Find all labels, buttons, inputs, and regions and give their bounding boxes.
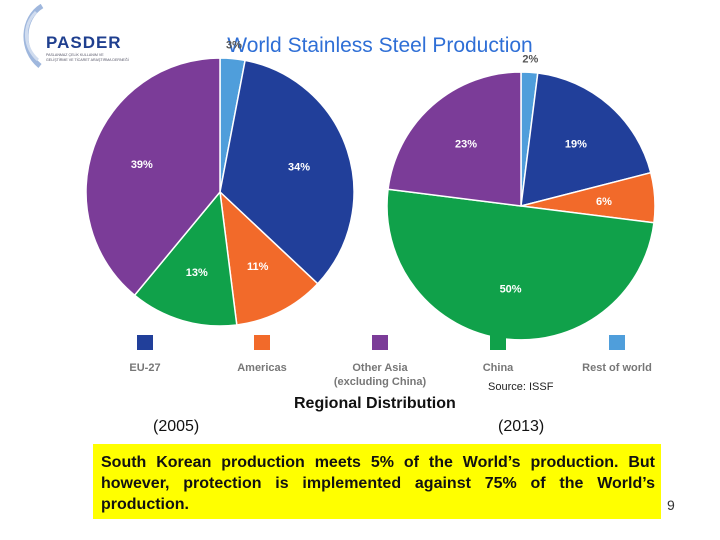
slice-label-eu-27: 19% — [565, 139, 587, 151]
page-number: 9 — [667, 497, 675, 513]
slice-label-rest-of-world: 2% — [522, 53, 538, 65]
pasder-logo: PASDER PASLANMAZ ÇELİK KULLANIM VE GELİŞ… — [14, 3, 154, 70]
page-title: World Stainless Steel Production — [227, 34, 533, 57]
year-label-2013: (2013) — [498, 418, 545, 435]
legend-swatch-americas — [254, 335, 270, 350]
legend-swatch-eu-27 — [137, 335, 153, 350]
svg-text:GELİŞTİRME VE TİCARET ARAŞTIRM: GELİŞTİRME VE TİCARET ARAŞTIRMA DERNEĞİ — [46, 57, 129, 62]
legend-sublabel-other-asia: (excluding China) — [334, 376, 427, 388]
legend-label-americas: Americas — [237, 362, 287, 374]
pie-slice-americas — [218, 190, 319, 326]
chart-legend: EU-27 Americas Other Asia (excluding China)… — [129, 335, 652, 388]
pie-chart-2013: 2% 19% 6% 50% 23% — [386, 53, 656, 341]
slice-label-rest-of-world: 3% — [226, 40, 242, 52]
legend-label-china: China — [483, 362, 514, 374]
pie-slice-eu-27 — [219, 59, 355, 285]
legend-label-eu-27: EU-27 — [129, 362, 160, 374]
legend-swatch-other-asia — [372, 335, 388, 350]
legend-label-rest-of-world: Rest of world — [582, 362, 652, 374]
pie-slice-other-asia — [387, 71, 522, 207]
slice-label-other-asia: 39% — [131, 159, 153, 171]
svg-text:PASLANMAZ ÇELİK KULLANIM VE: PASLANMAZ ÇELİK KULLANIM VE — [46, 52, 104, 57]
slice-label-china: 13% — [186, 267, 208, 279]
regional-distribution-label: Regional Distribution — [294, 395, 456, 412]
slice-label-china: 50% — [500, 283, 522, 295]
pie-slice-china — [133, 190, 238, 327]
source-note: Source: ISSF — [488, 381, 554, 393]
pie-chart-2005: 3% 34% 11% 13% 39% — [85, 40, 355, 327]
pie-slice-other-asia — [85, 57, 221, 297]
pie-slice-eu-27 — [520, 72, 652, 208]
slice-label-americas: 11% — [247, 261, 269, 273]
highlight-note: South Korean production meets 5% of the … — [93, 444, 661, 519]
slice-label-americas: 6% — [596, 196, 612, 208]
legend-swatch-rest-of-world — [609, 335, 625, 350]
legend-label-other-asia: Other Asia — [352, 362, 408, 374]
slice-label-eu-27: 34% — [288, 161, 310, 173]
slice-label-other-asia: 23% — [455, 139, 477, 151]
svg-text:PASDER: PASDER — [46, 33, 122, 52]
year-label-2005: (2005) — [153, 418, 200, 435]
legend-swatch-china — [490, 335, 506, 350]
